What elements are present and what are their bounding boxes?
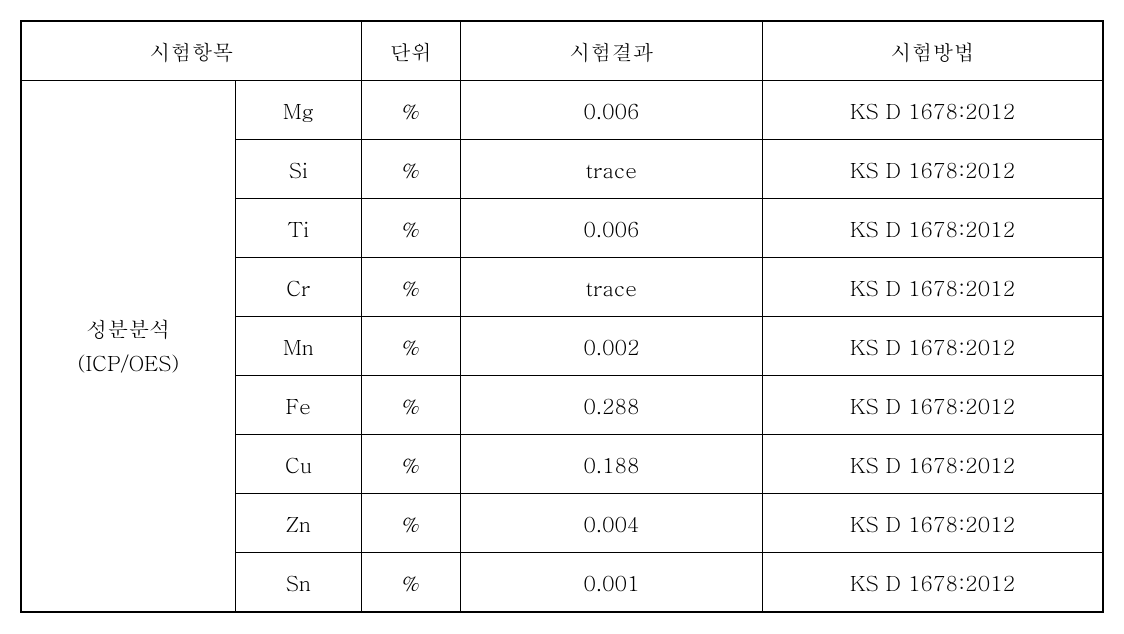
result-cell: 0.006	[460, 199, 762, 258]
method-cell: KS D 1678:2012	[762, 553, 1103, 613]
method-cell: KS D 1678:2012	[762, 81, 1103, 140]
category-cell: 성분분석 (ICP/OES)	[21, 81, 235, 613]
method-cell: KS D 1678:2012	[762, 258, 1103, 317]
unit-cell: %	[362, 376, 461, 435]
method-cell: KS D 1678:2012	[762, 199, 1103, 258]
method-cell: KS D 1678:2012	[762, 317, 1103, 376]
analysis-results-table: 시험항목 단위 시험결과 시험방법 성분분석 (ICP/OES) Mg % 0.…	[20, 20, 1104, 613]
result-cell: 0.188	[460, 435, 762, 494]
result-cell: 0.004	[460, 494, 762, 553]
element-cell: Cr	[235, 258, 361, 317]
element-cell: Mn	[235, 317, 361, 376]
unit-cell: %	[362, 553, 461, 613]
unit-cell: %	[362, 435, 461, 494]
method-cell: KS D 1678:2012	[762, 435, 1103, 494]
element-cell: Ti	[235, 199, 361, 258]
header-unit: 단위	[362, 21, 461, 81]
result-cell: 0.001	[460, 553, 762, 613]
header-method: 시험방법	[762, 21, 1103, 81]
unit-cell: %	[362, 317, 461, 376]
result-cell: 0.288	[460, 376, 762, 435]
unit-cell: %	[362, 494, 461, 553]
result-cell: trace	[460, 258, 762, 317]
unit-cell: %	[362, 140, 461, 199]
table-header-row: 시험항목 단위 시험결과 시험방법	[21, 21, 1103, 81]
element-cell: Zn	[235, 494, 361, 553]
element-cell: Fe	[235, 376, 361, 435]
element-cell: Mg	[235, 81, 361, 140]
element-cell: Sn	[235, 553, 361, 613]
method-cell: KS D 1678:2012	[762, 376, 1103, 435]
category-label-line1: 성분분석	[86, 313, 170, 343]
method-cell: KS D 1678:2012	[762, 140, 1103, 199]
table-row: 성분분석 (ICP/OES) Mg % 0.006 KS D 1678:2012	[21, 81, 1103, 140]
result-cell: trace	[460, 140, 762, 199]
method-cell: KS D 1678:2012	[762, 494, 1103, 553]
element-cell: Si	[235, 140, 361, 199]
unit-cell: %	[362, 81, 461, 140]
unit-cell: %	[362, 199, 461, 258]
result-cell: 0.006	[460, 81, 762, 140]
header-test-item: 시험항목	[21, 21, 362, 81]
element-cell: Cu	[235, 435, 361, 494]
category-label-line2: (ICP/OES)	[77, 347, 179, 377]
result-cell: 0.002	[460, 317, 762, 376]
header-result: 시험결과	[460, 21, 762, 81]
unit-cell: %	[362, 258, 461, 317]
